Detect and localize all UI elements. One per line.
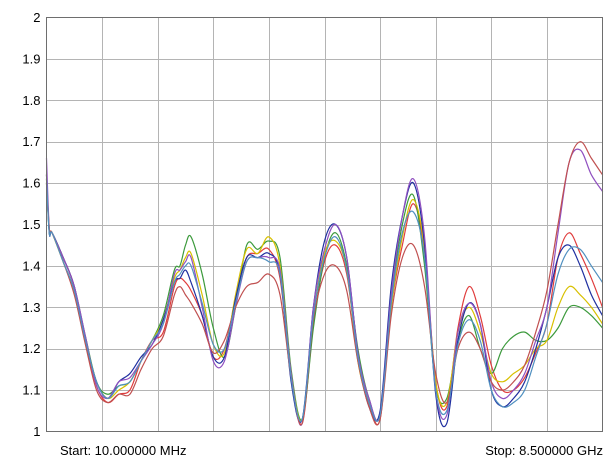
grid xyxy=(46,17,603,432)
stop-frequency-label: Stop: 8.500000 GHz xyxy=(485,443,603,458)
start-frequency-label: Start: 10.000000 MHz xyxy=(60,443,186,458)
series-line-4 xyxy=(45,174,604,428)
y-tick-label: 1.7 xyxy=(22,134,40,149)
y-tick-label: 1.2 xyxy=(22,341,40,356)
series-line-5 xyxy=(45,148,604,426)
series-line-1 xyxy=(45,174,604,426)
y-tick-label: 1.3 xyxy=(22,300,40,315)
series-group xyxy=(45,141,604,428)
y-tick-label: 1.1 xyxy=(22,383,40,398)
y-tick-label: 1.9 xyxy=(22,51,40,66)
y-tick-label: 2 xyxy=(33,10,40,25)
y-axis-ticks: 1 1.1 1.2 1.3 1.4 1.5 1.6 1.7 1.8 1.9 2 xyxy=(22,10,40,439)
y-tick-label: 1 xyxy=(33,424,40,439)
y-tick-label: 1.5 xyxy=(22,217,40,232)
plot-frame xyxy=(46,17,603,432)
y-tick-label: 1.4 xyxy=(22,258,40,273)
series-line-7 xyxy=(45,178,604,422)
y-tick-label: 1.6 xyxy=(22,176,40,191)
y-tick-label: 1.8 xyxy=(22,93,40,108)
